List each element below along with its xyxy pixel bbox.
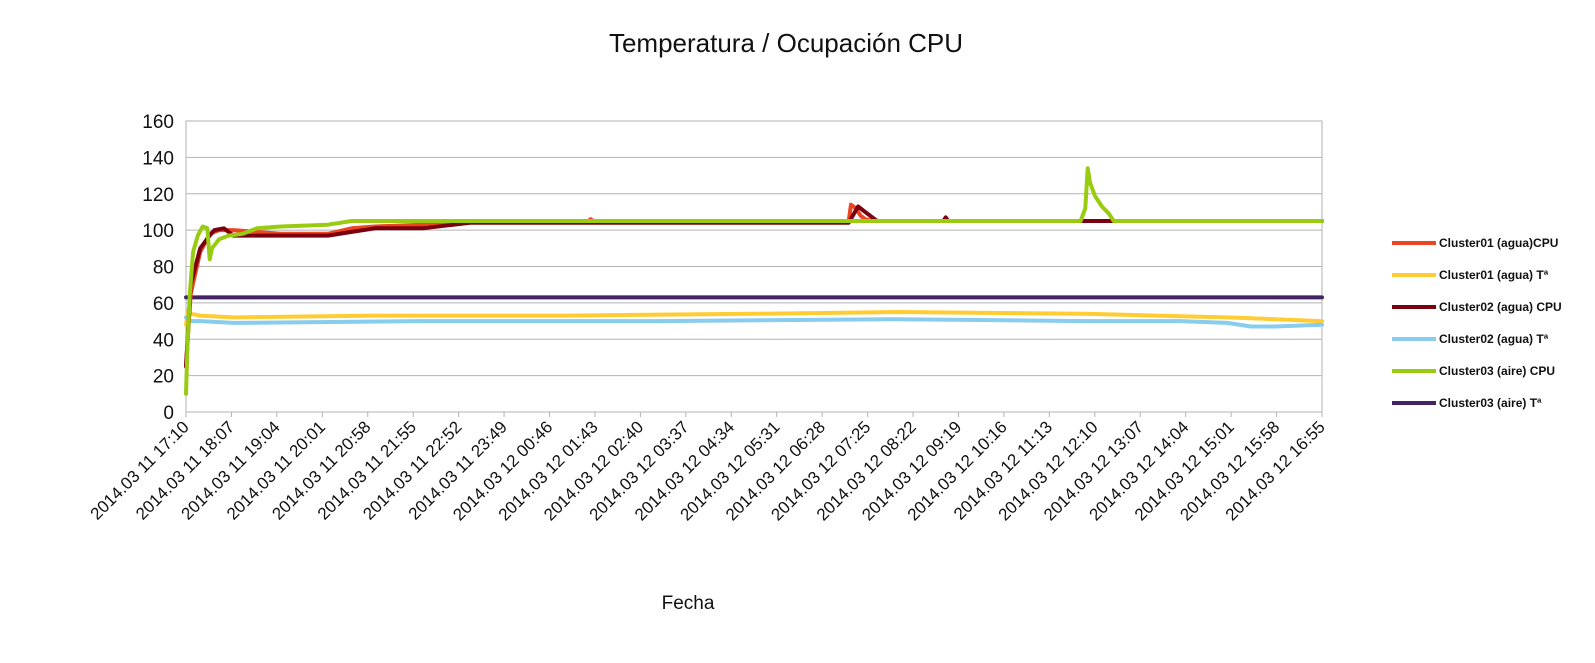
y-axis-ticks: 0 20 40 60 80 100 120 140 160 [142,112,174,424]
y-tick-label: 160 [142,112,174,133]
y-tick-label: 0 [163,403,174,424]
series-lines [184,166,1324,396]
legend-label: Cluster03 (aire) Tª [1439,396,1542,410]
legend-label: Cluster01 (agua) Tª [1439,268,1549,282]
y-tick-label: 20 [153,367,174,388]
x-axis-title: Fecha [662,593,715,614]
series-line-2 [184,308,1324,327]
y-tick-label: 100 [142,221,174,242]
legend: Cluster01 (agua)CPU Cluster01 (agua) Tª Cl… [1392,236,1562,410]
y-tick-label: 80 [153,258,174,279]
legend-label: Cluster03 (aire) CPU [1439,364,1555,378]
series-line-5 [184,166,1324,396]
chart-title: Temperatura / Ocupación CPU [609,28,963,58]
y-tick-label: 140 [142,148,174,169]
legend-label: Cluster01 (agua)CPU [1439,236,1558,250]
y-tick-label: 40 [153,330,174,351]
y-tick-label: 120 [142,185,174,206]
y-tick-label: 60 [153,294,174,315]
legend-label: Cluster02 (agua) CPU [1439,300,1562,314]
legend-label: Cluster02 (agua) Tª [1439,332,1549,346]
series-line-4 [184,315,1324,329]
